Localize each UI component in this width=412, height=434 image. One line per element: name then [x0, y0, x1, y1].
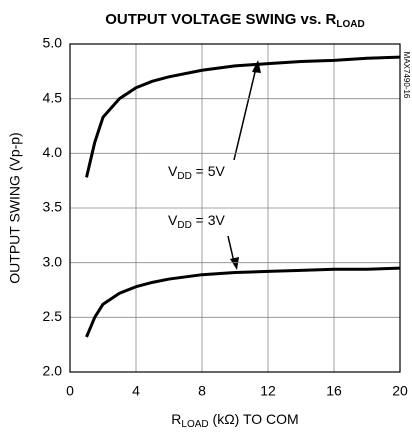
x-label-text: (kΩ) TO COM	[209, 411, 299, 427]
y-tick-label: 2.5	[43, 308, 63, 324]
arrowhead	[230, 257, 239, 270]
y-tick-label: 4.5	[43, 89, 63, 105]
y-tick-label: 5.0	[43, 35, 63, 51]
y-tick-label: 2.0	[43, 363, 63, 379]
y-tick-label: 3.5	[43, 199, 63, 215]
arrowhead	[252, 60, 261, 73]
annotation-subscript: DD	[177, 171, 191, 182]
x-axis-label: RLOAD (kΩ) TO COM	[171, 411, 298, 430]
annotation: VDD = 3V	[168, 212, 226, 231]
annotation: VDD = 5V	[168, 163, 226, 182]
x-tick-label: 12	[260, 383, 276, 399]
y-tick-label: 3.0	[43, 253, 63, 269]
side-note: MAX7490-16	[402, 52, 411, 99]
chart-title: OUTPUT VOLTAGE SWING vs. RLOAD	[105, 11, 364, 30]
x-tick-label: 4	[132, 383, 140, 399]
arrow	[233, 67, 257, 161]
data-line	[85, 266, 401, 338]
y-tick-label: 4.0	[43, 144, 63, 160]
arrow	[227, 235, 235, 263]
annotation-text: = 3V	[192, 212, 226, 228]
x-tick-label: 8	[198, 383, 206, 399]
title-text: OUTPUT VOLTAGE SWING vs. R	[105, 11, 336, 28]
x-tick-label: 16	[326, 383, 342, 399]
x-tick-label: 20	[392, 383, 408, 399]
plot-frame	[69, 43, 401, 373]
x-label-subscript: LOAD	[181, 419, 208, 430]
annotation-text: V	[168, 163, 178, 179]
annotation-text: = 5V	[192, 163, 226, 179]
annotation-text: V	[168, 212, 178, 228]
title-subscript: LOAD	[336, 19, 364, 30]
y-axis-label: OUTPUT SWING (Vp-p)	[7, 132, 23, 283]
x-tick-label: 0	[66, 383, 74, 399]
x-label-text: R	[171, 411, 181, 427]
data-line	[85, 55, 401, 178]
annotation-subscript: DD	[177, 220, 191, 231]
